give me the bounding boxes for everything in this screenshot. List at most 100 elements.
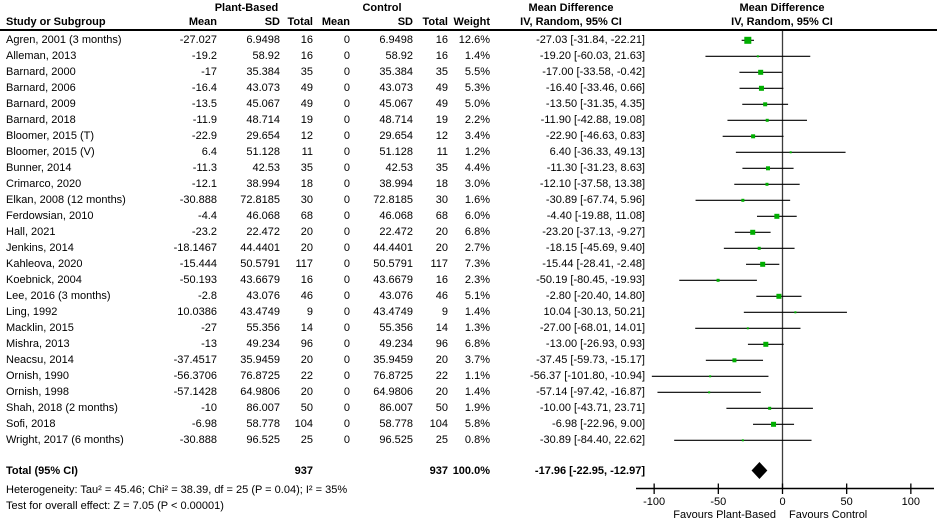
c-sd: 49.234 bbox=[379, 338, 413, 351]
favours-right-label: Favours Control bbox=[789, 509, 867, 521]
study-name: Lee, 2016 (3 months) bbox=[6, 290, 111, 303]
c-mean: 0 bbox=[343, 130, 350, 143]
study-row: Kahleova, 2020 -15.444 50.5791 117 0 50.… bbox=[0, 256, 660, 272]
c-total: 20 bbox=[435, 242, 448, 255]
study-weight: 3.0% bbox=[464, 178, 490, 191]
c-mean: 0 bbox=[343, 210, 350, 223]
x-tick-label: -100 bbox=[643, 496, 665, 508]
pb-sd: 45.067 bbox=[246, 98, 280, 111]
study-md: -19.20 [-60.03, 21.63] bbox=[539, 50, 645, 63]
c-sd: 96.525 bbox=[379, 434, 413, 447]
col-header-pb-sd: SD bbox=[264, 16, 280, 28]
effect-marker bbox=[746, 327, 749, 330]
study-md: -4.40 [-19.88, 11.08] bbox=[546, 210, 645, 223]
c-total: 22 bbox=[435, 370, 448, 383]
effect-marker bbox=[756, 55, 759, 58]
study-weight: 1.3% bbox=[464, 322, 490, 335]
pb-total: 49 bbox=[300, 98, 313, 111]
study-weight: 5.8% bbox=[464, 418, 490, 431]
header-divider bbox=[0, 29, 937, 31]
study-weight: 3.4% bbox=[464, 130, 490, 143]
favours-left-label: Favours Plant-Based bbox=[673, 509, 776, 521]
pb-sd: 51.128 bbox=[246, 146, 280, 159]
study-weight: 1.4% bbox=[464, 306, 490, 319]
study-md: -11.90 [-42.88, 19.08] bbox=[540, 114, 645, 127]
study-row: Hall, 2021 -23.2 22.472 20 0 22.472 20 6… bbox=[0, 224, 660, 240]
col-header-c-sd: SD bbox=[397, 16, 413, 28]
pb-total: 46 bbox=[300, 290, 313, 303]
pb-mean: -50.193 bbox=[179, 274, 217, 287]
c-sd: 64.9806 bbox=[373, 386, 413, 399]
study-name: Bloomer, 2015 (T) bbox=[6, 130, 95, 143]
pb-sd: 64.9806 bbox=[240, 386, 280, 399]
pb-total: 20 bbox=[300, 386, 313, 399]
pb-mean: -13.5 bbox=[191, 98, 217, 111]
c-total: 9 bbox=[441, 306, 448, 319]
study-weight: 12.6% bbox=[458, 34, 490, 47]
study-weight: 2.2% bbox=[464, 114, 490, 127]
pb-total: 16 bbox=[300, 274, 313, 287]
c-sd: 38.994 bbox=[379, 178, 413, 191]
pb-total: 18 bbox=[300, 178, 313, 191]
heterogeneity-text: Heterogeneity: Tau² = 45.46; Chi² = 38.3… bbox=[6, 484, 348, 496]
c-total: 117 bbox=[430, 258, 448, 271]
c-sd: 43.073 bbox=[379, 82, 413, 95]
study-name: Hall, 2021 bbox=[6, 226, 56, 239]
c-mean: 0 bbox=[343, 146, 350, 159]
study-row: Barnard, 2018 -11.9 48.714 19 0 48.714 1… bbox=[0, 112, 660, 128]
c-total: 49 bbox=[435, 82, 448, 95]
pb-total: 30 bbox=[300, 194, 313, 207]
study-md: -10.00 [-43.71, 23.71] bbox=[539, 402, 645, 415]
effect-marker bbox=[758, 69, 764, 75]
pb-mean: -11.3 bbox=[192, 162, 217, 175]
study-weight: 5.5% bbox=[464, 66, 490, 79]
pb-total: 35 bbox=[300, 66, 313, 79]
pb-sd: 35.384 bbox=[246, 66, 280, 79]
c-total: 16 bbox=[435, 50, 448, 63]
study-row: Neacsu, 2014 -37.4517 35.9459 20 0 35.94… bbox=[0, 352, 660, 368]
col-header-weight: Weight bbox=[453, 16, 490, 28]
study-row: Alleman, 2013 -19.2 58.92 16 0 58.92 16 … bbox=[0, 48, 660, 64]
study-name: Koebnick, 2004 bbox=[6, 274, 82, 287]
study-md: -30.89 [-67.74, 5.96] bbox=[545, 194, 645, 207]
c-sd: 58.778 bbox=[379, 418, 413, 431]
effect-marker bbox=[771, 421, 777, 427]
study-name: Kahleova, 2020 bbox=[6, 258, 83, 271]
pb-sd: 49.234 bbox=[246, 338, 280, 351]
study-row: Koebnick, 2004 -50.193 43.6679 16 0 43.6… bbox=[0, 272, 660, 288]
study-weight: 1.1% bbox=[464, 370, 490, 383]
c-mean: 0 bbox=[343, 338, 350, 351]
c-total: 104 bbox=[429, 418, 448, 431]
effect-marker bbox=[732, 358, 737, 363]
c-total: 20 bbox=[435, 386, 448, 399]
x-tick-label: 50 bbox=[841, 496, 853, 508]
pb-mean: -23.2 bbox=[191, 226, 217, 239]
study-row: Ling, 1992 10.0386 43.4749 9 0 43.4749 9… bbox=[0, 304, 660, 320]
pb-sd: 43.073 bbox=[246, 82, 280, 95]
c-mean: 0 bbox=[343, 306, 350, 319]
pb-mean: -57.1428 bbox=[173, 386, 217, 399]
study-md: -57.14 [-97.42, -16.87] bbox=[536, 386, 645, 399]
study-name: Neacsu, 2014 bbox=[6, 354, 74, 367]
study-md: -27.00 [-68.01, 14.01] bbox=[539, 322, 645, 335]
pb-sd: 72.8185 bbox=[240, 194, 280, 207]
c-mean: 0 bbox=[343, 290, 350, 303]
pb-total: 104 bbox=[294, 418, 313, 431]
pb-sd: 44.4401 bbox=[240, 242, 280, 255]
c-mean: 0 bbox=[343, 178, 350, 191]
study-name: Wright, 2017 (6 months) bbox=[6, 434, 124, 447]
pb-mean: -19.2 bbox=[191, 50, 217, 63]
pb-total: 50 bbox=[300, 402, 313, 415]
study-row: Barnard, 2009 -13.5 45.067 49 0 45.067 4… bbox=[0, 96, 660, 112]
study-md: -2.80 [-20.40, 14.80] bbox=[545, 290, 645, 303]
pb-sd: 58.778 bbox=[246, 418, 280, 431]
c-total: 16 bbox=[435, 34, 448, 47]
study-name: Ornish, 1990 bbox=[6, 370, 69, 383]
c-sd: 22.472 bbox=[379, 226, 413, 239]
c-mean: 0 bbox=[343, 258, 350, 271]
study-md: -37.45 [-59.73, -15.17] bbox=[536, 354, 645, 367]
study-row: Ornish, 1990 -56.3706 76.8725 22 0 76.87… bbox=[0, 368, 660, 384]
study-md: -50.19 [-80.45, -19.93] bbox=[536, 274, 645, 287]
pb-total: 49 bbox=[300, 82, 313, 95]
study-weight: 3.7% bbox=[464, 354, 490, 367]
